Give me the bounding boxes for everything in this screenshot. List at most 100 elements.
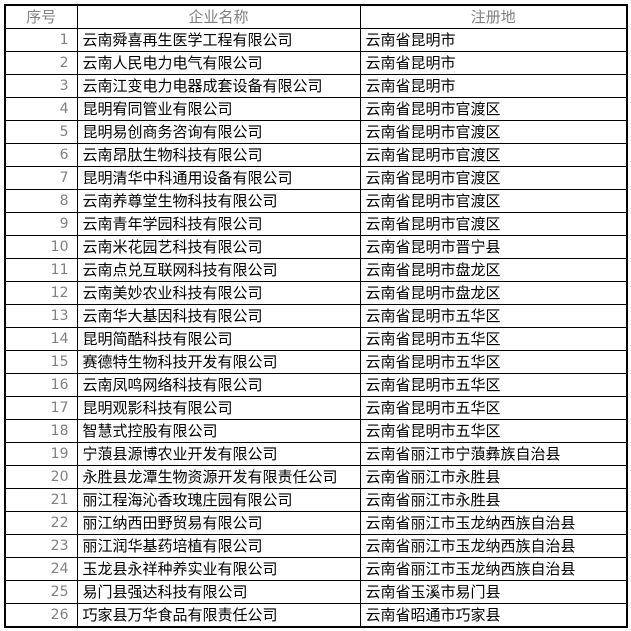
cell-index: 3 <box>4 74 78 98</box>
table-row: 4 昆明宥同管业有限公司 云南省昆明市官渡区 <box>4 97 628 121</box>
cell-name: 云南舜喜再生医学工程有限公司 <box>76 28 361 52</box>
table-row: 6 云南昂肽生物科技有限公司 云南省昆明市官渡区 <box>4 143 628 167</box>
cell-name: 昆明宥同管业有限公司 <box>76 97 361 121</box>
cell-name: 云南养尊堂生物科技有限公司 <box>76 189 361 213</box>
table-row: 25 易门县强达科技有限公司 云南省玉溪市易门县 <box>4 580 628 604</box>
cell-index: 26 <box>4 603 78 628</box>
cell-name: 云南青年学园科技有限公司 <box>76 212 361 236</box>
cell-index: 20 <box>4 465 78 489</box>
table-row: 18 智慧式控股有限公司 云南省昆明市五华区 <box>4 419 628 443</box>
cell-name: 云南点兑互联网科技有限公司 <box>76 258 361 282</box>
cell-name: 昆明清华中科通用设备有限公司 <box>76 166 361 190</box>
cell-location: 云南省昆明市五华区 <box>359 373 628 397</box>
cell-index: 16 <box>4 373 78 397</box>
cell-index: 23 <box>4 534 78 558</box>
cell-index: 21 <box>4 488 78 512</box>
cell-name: 云南美妙农业科技有限公司 <box>76 281 361 305</box>
cell-name: 云南凤鸣网络科技有限公司 <box>76 373 361 397</box>
cell-index: 18 <box>4 419 78 443</box>
cell-name: 赛德特生物科技开发有限公司 <box>76 350 361 374</box>
cell-index: 6 <box>4 143 78 167</box>
table-row: 3 云南江变电力电器成套设备有限公司 云南省昆明市 <box>4 74 628 98</box>
cell-index: 24 <box>4 557 78 581</box>
cell-name: 昆明易创商务咨询有限公司 <box>76 120 361 144</box>
header-row: 序号 企业名称 注册地 <box>4 4 628 29</box>
table-row: 12 云南美妙农业科技有限公司 云南省昆明市盘龙区 <box>4 281 628 305</box>
cell-location: 云南省丽江市玉龙纳西族自治县 <box>359 511 628 535</box>
cell-index: 22 <box>4 511 78 535</box>
cell-location: 云南省丽江市宁蒗彝族自治县 <box>359 442 628 466</box>
cell-location: 云南省昆明市官渡区 <box>359 212 628 236</box>
cell-index: 9 <box>4 212 78 236</box>
cell-location: 云南省昭通市巧家县 <box>359 603 628 628</box>
cell-location: 云南省昆明市 <box>359 28 628 52</box>
cell-location: 云南省昆明市五华区 <box>359 350 628 374</box>
cell-location: 云南省昆明市官渡区 <box>359 166 628 190</box>
cell-index: 8 <box>4 189 78 213</box>
column-header-index: 序号 <box>4 4 78 29</box>
column-header-name: 企业名称 <box>76 4 361 29</box>
table-row: 5 昆明易创商务咨询有限公司 云南省昆明市官渡区 <box>4 120 628 144</box>
table-row: 8 云南养尊堂生物科技有限公司 云南省昆明市官渡区 <box>4 189 628 213</box>
table-row: 17 昆明观影科技有限公司 云南省昆明市五华区 <box>4 396 628 420</box>
table-row: 26 巧家县万华食品有限责任公司 云南省昭通市巧家县 <box>4 603 628 628</box>
cell-location: 云南省丽江市永胜县 <box>359 488 628 512</box>
cell-location: 云南省昆明市五华区 <box>359 396 628 420</box>
cell-index: 2 <box>4 51 78 75</box>
cell-name: 云南米花园艺科技有限公司 <box>76 235 361 259</box>
cell-location: 云南省昆明市盘龙区 <box>359 281 628 305</box>
cell-location: 云南省昆明市官渡区 <box>359 97 628 121</box>
cell-index: 1 <box>4 28 78 52</box>
cell-location: 云南省昆明市五华区 <box>359 419 628 443</box>
table-row: 19 宁蒗县源博农业开发有限公司 云南省丽江市宁蒗彝族自治县 <box>4 442 628 466</box>
table-body: 1 云南舜喜再生医学工程有限公司 云南省昆明市 2 云南人民电力电气有限公司 云南省昆明市… <box>4 28 628 628</box>
cell-index: 19 <box>4 442 78 466</box>
cell-index: 12 <box>4 281 78 305</box>
table-row: 1 云南舜喜再生医学工程有限公司 云南省昆明市 <box>4 28 628 52</box>
cell-name: 巧家县万华食品有限责任公司 <box>76 603 361 628</box>
cell-name: 宁蒗县源博农业开发有限公司 <box>76 442 361 466</box>
cell-index: 14 <box>4 327 78 351</box>
cell-name: 玉龙县永祥种养实业有限公司 <box>76 557 361 581</box>
table-row: 11 云南点兑互联网科技有限公司 云南省昆明市盘龙区 <box>4 258 628 282</box>
cell-name: 昆明观影科技有限公司 <box>76 396 361 420</box>
cell-index: 10 <box>4 235 78 259</box>
cell-index: 25 <box>4 580 78 604</box>
table-row: 24 玉龙县永祥种养实业有限公司 云南省丽江市玉龙纳西族自治县 <box>4 557 628 581</box>
cell-name: 永胜县龙潭生物资源开发有限责任公司 <box>76 465 361 489</box>
cell-name: 昆明简酷科技有限公司 <box>76 327 361 351</box>
cell-location: 云南省昆明市官渡区 <box>359 189 628 213</box>
column-header-location: 注册地 <box>359 4 628 29</box>
cell-index: 15 <box>4 350 78 374</box>
table-row: 9 云南青年学园科技有限公司 云南省昆明市官渡区 <box>4 212 628 236</box>
table-row: 7 昆明清华中科通用设备有限公司 云南省昆明市官渡区 <box>4 166 628 190</box>
table-row: 16 云南凤鸣网络科技有限公司 云南省昆明市五华区 <box>4 373 628 397</box>
cell-location: 云南省丽江市永胜县 <box>359 465 628 489</box>
cell-index: 5 <box>4 120 78 144</box>
cell-index: 11 <box>4 258 78 282</box>
table-row: 10 云南米花园艺科技有限公司 云南省昆明市晋宁县 <box>4 235 628 259</box>
cell-name: 云南昂肽生物科技有限公司 <box>76 143 361 167</box>
cell-location: 云南省丽江市玉龙纳西族自治县 <box>359 534 628 558</box>
cell-location: 云南省昆明市晋宁县 <box>359 235 628 259</box>
table-row: 2 云南人民电力电气有限公司 云南省昆明市 <box>4 51 628 75</box>
cell-location: 云南省玉溪市易门县 <box>359 580 628 604</box>
table-row: 21 丽江程海沁香玫瑰庄园有限公司 云南省丽江市永胜县 <box>4 488 628 512</box>
cell-name: 云南江变电力电器成套设备有限公司 <box>76 74 361 98</box>
company-table: 序号 企业名称 注册地 1 云南舜喜再生医学工程有限公司 云南省昆明市 2 云南人民电力… <box>4 4 628 628</box>
cell-name: 云南华大基因科技有限公司 <box>76 304 361 328</box>
cell-name: 易门县强达科技有限公司 <box>76 580 361 604</box>
cell-location: 云南省昆明市盘龙区 <box>359 258 628 282</box>
cell-index: 4 <box>4 97 78 121</box>
table-row: 15 赛德特生物科技开发有限公司 云南省昆明市五华区 <box>4 350 628 374</box>
cell-name: 智慧式控股有限公司 <box>76 419 361 443</box>
cell-name: 丽江程海沁香玫瑰庄园有限公司 <box>76 488 361 512</box>
cell-location: 云南省昆明市 <box>359 51 628 75</box>
cell-location: 云南省昆明市五华区 <box>359 327 628 351</box>
table-row: 13 云南华大基因科技有限公司 云南省昆明市五华区 <box>4 304 628 328</box>
table-row: 20 永胜县龙潭生物资源开发有限责任公司 云南省丽江市永胜县 <box>4 465 628 489</box>
cell-name: 丽江润华基药培植有限公司 <box>76 534 361 558</box>
cell-index: 13 <box>4 304 78 328</box>
table-row: 23 丽江润华基药培植有限公司 云南省丽江市玉龙纳西族自治县 <box>4 534 628 558</box>
